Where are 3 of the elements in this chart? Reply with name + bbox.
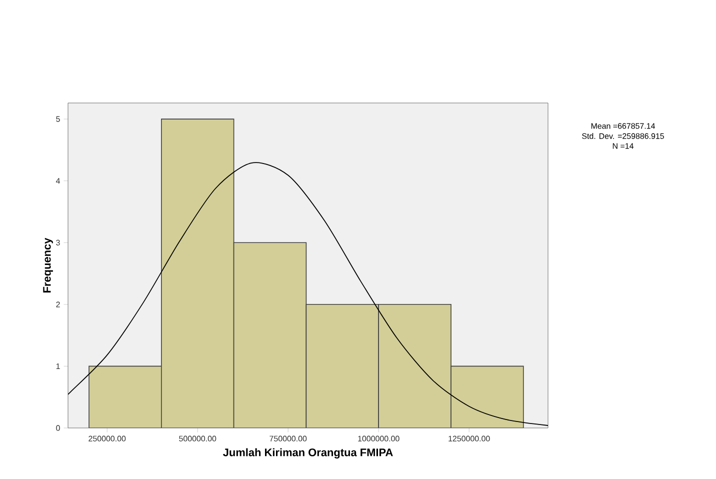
y-axis-title: Frequency [43, 238, 53, 292]
line-series [68, 162, 548, 426]
x-axis-title: Jumlah Kiriman Orangtua FMIPA [223, 448, 393, 459]
